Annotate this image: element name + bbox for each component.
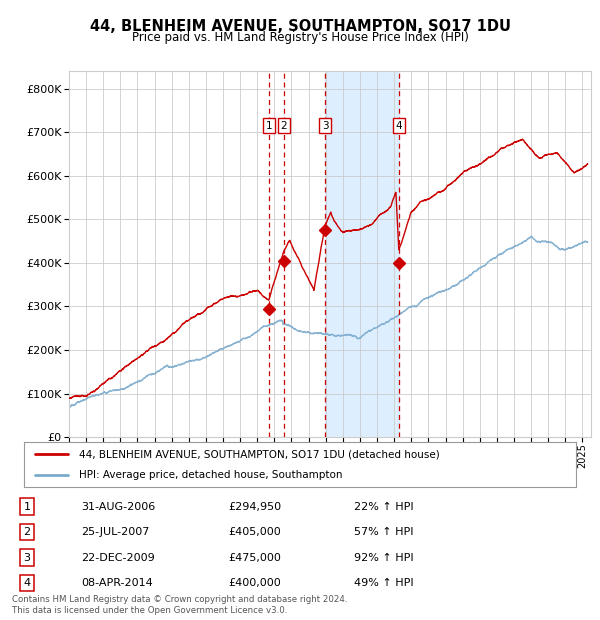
Text: 1: 1 [265, 121, 272, 131]
Text: 92% ↑ HPI: 92% ↑ HPI [354, 552, 413, 562]
Text: 2: 2 [281, 121, 287, 131]
Text: £405,000: £405,000 [228, 527, 281, 537]
Text: £400,000: £400,000 [228, 578, 281, 588]
Text: 3: 3 [322, 121, 329, 131]
Text: HPI: Average price, detached house, Southampton: HPI: Average price, detached house, Sout… [79, 469, 343, 480]
Text: 44, BLENHEIM AVENUE, SOUTHAMPTON, SO17 1DU: 44, BLENHEIM AVENUE, SOUTHAMPTON, SO17 1… [89, 19, 511, 33]
Text: 22% ↑ HPI: 22% ↑ HPI [354, 502, 413, 512]
Text: £475,000: £475,000 [228, 552, 281, 562]
Text: 57% ↑ HPI: 57% ↑ HPI [354, 527, 413, 537]
Text: 08-APR-2014: 08-APR-2014 [81, 578, 153, 588]
Text: Contains HM Land Registry data © Crown copyright and database right 2024.: Contains HM Land Registry data © Crown c… [12, 595, 347, 604]
Text: 1: 1 [23, 502, 31, 512]
Text: Price paid vs. HM Land Registry's House Price Index (HPI): Price paid vs. HM Land Registry's House … [131, 31, 469, 44]
Text: 4: 4 [395, 121, 402, 131]
Text: 49% ↑ HPI: 49% ↑ HPI [354, 578, 413, 588]
Text: 4: 4 [23, 578, 31, 588]
Text: This data is licensed under the Open Government Licence v3.0.: This data is licensed under the Open Gov… [12, 606, 287, 615]
Text: £294,950: £294,950 [228, 502, 281, 512]
Text: 2: 2 [23, 527, 31, 537]
Text: 22-DEC-2009: 22-DEC-2009 [81, 552, 155, 562]
Text: 44, BLENHEIM AVENUE, SOUTHAMPTON, SO17 1DU (detached house): 44, BLENHEIM AVENUE, SOUTHAMPTON, SO17 1… [79, 449, 440, 459]
Text: 3: 3 [23, 552, 31, 562]
Text: 25-JUL-2007: 25-JUL-2007 [81, 527, 149, 537]
Text: 31-AUG-2006: 31-AUG-2006 [81, 502, 155, 512]
Bar [325, 71, 399, 437]
